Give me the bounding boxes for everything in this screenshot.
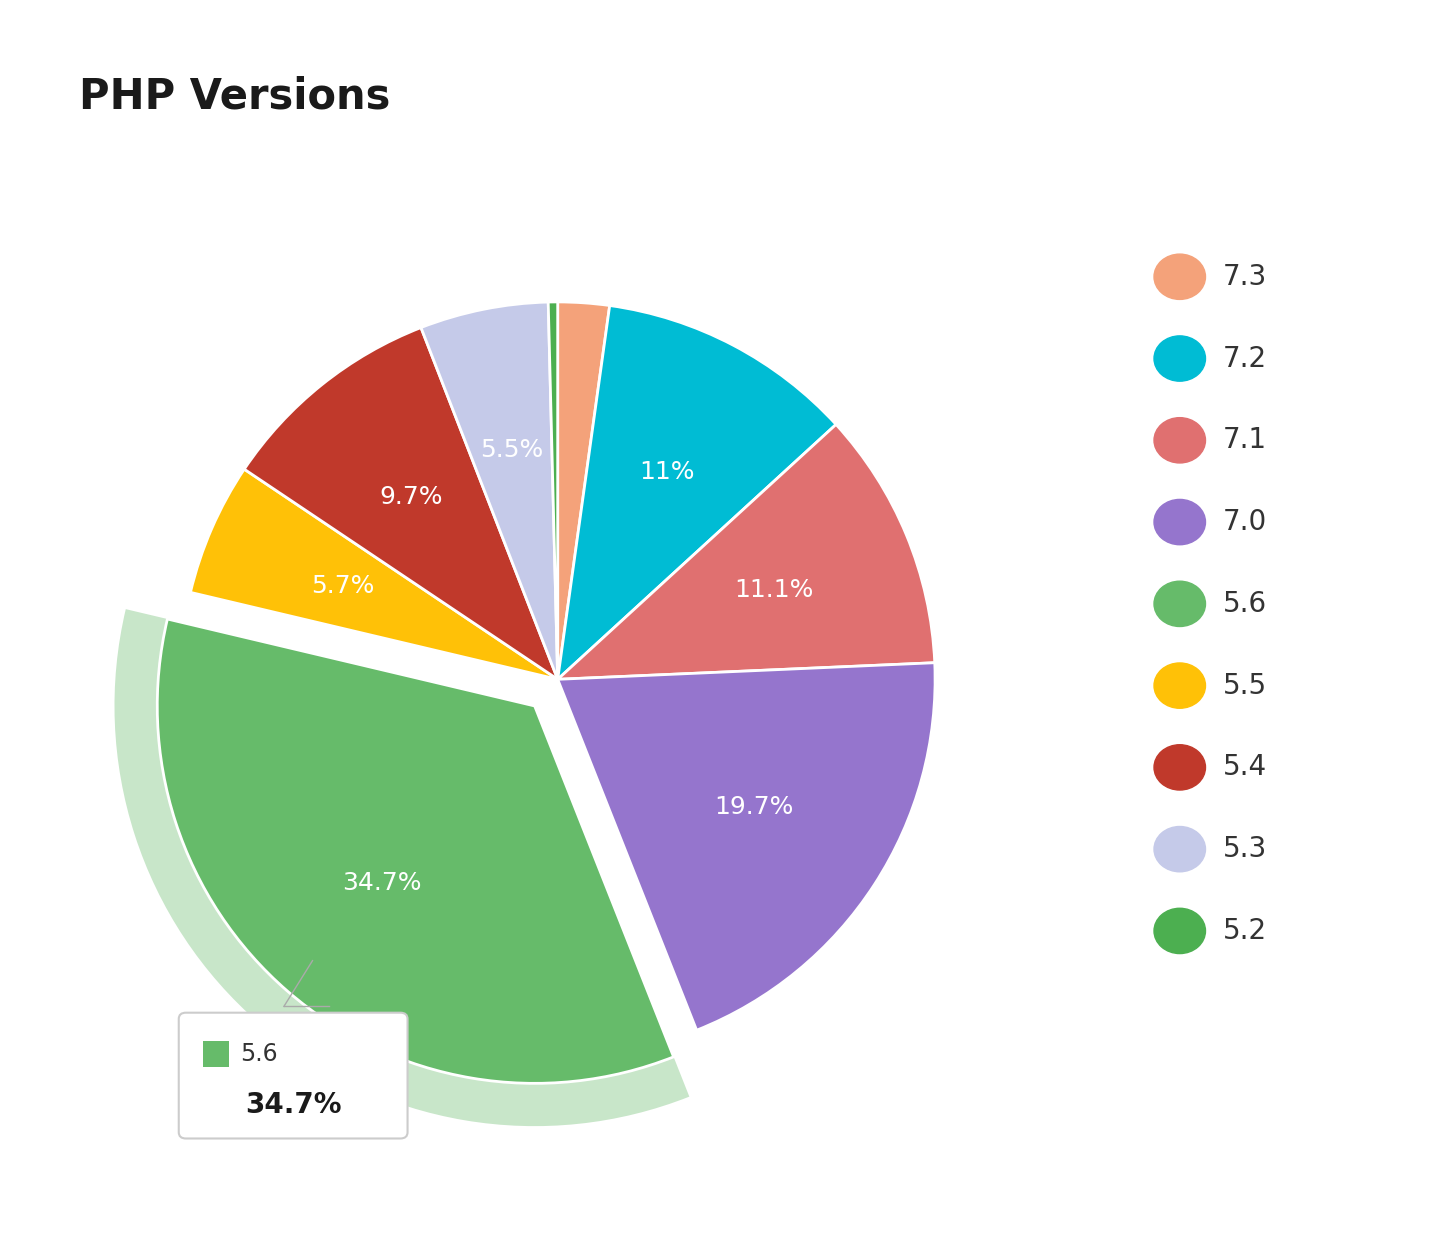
Text: 5.2: 5.2 (1223, 917, 1267, 945)
Text: 9.7%: 9.7% (379, 484, 443, 508)
Text: 19.7%: 19.7% (715, 795, 794, 819)
Text: 11.1%: 11.1% (734, 577, 814, 601)
Wedge shape (548, 302, 558, 679)
Text: 7.1: 7.1 (1223, 426, 1267, 454)
Wedge shape (157, 619, 674, 1083)
Text: 5.7%: 5.7% (312, 574, 375, 598)
Wedge shape (245, 327, 558, 679)
Text: 11%: 11% (639, 460, 695, 484)
Text: 34.7%: 34.7% (342, 871, 422, 894)
Text: 7.2: 7.2 (1223, 345, 1267, 372)
Text: 5.6: 5.6 (240, 1042, 277, 1067)
Text: 7.0: 7.0 (1223, 508, 1267, 536)
Text: 5.6: 5.6 (1223, 590, 1267, 618)
Wedge shape (558, 302, 609, 679)
Wedge shape (558, 424, 935, 679)
Wedge shape (558, 663, 935, 1030)
Wedge shape (114, 609, 689, 1126)
Text: PHP Versions: PHP Versions (79, 75, 390, 117)
Text: 5.4: 5.4 (1223, 754, 1267, 781)
Text: 7.3: 7.3 (1223, 263, 1267, 291)
Wedge shape (190, 469, 558, 679)
Wedge shape (420, 302, 558, 679)
Text: 5.5: 5.5 (1223, 672, 1267, 699)
Text: 34.7%: 34.7% (245, 1091, 342, 1118)
Text: 5.3: 5.3 (1223, 835, 1267, 863)
Text: 5.5%: 5.5% (480, 438, 543, 462)
Wedge shape (558, 306, 837, 679)
